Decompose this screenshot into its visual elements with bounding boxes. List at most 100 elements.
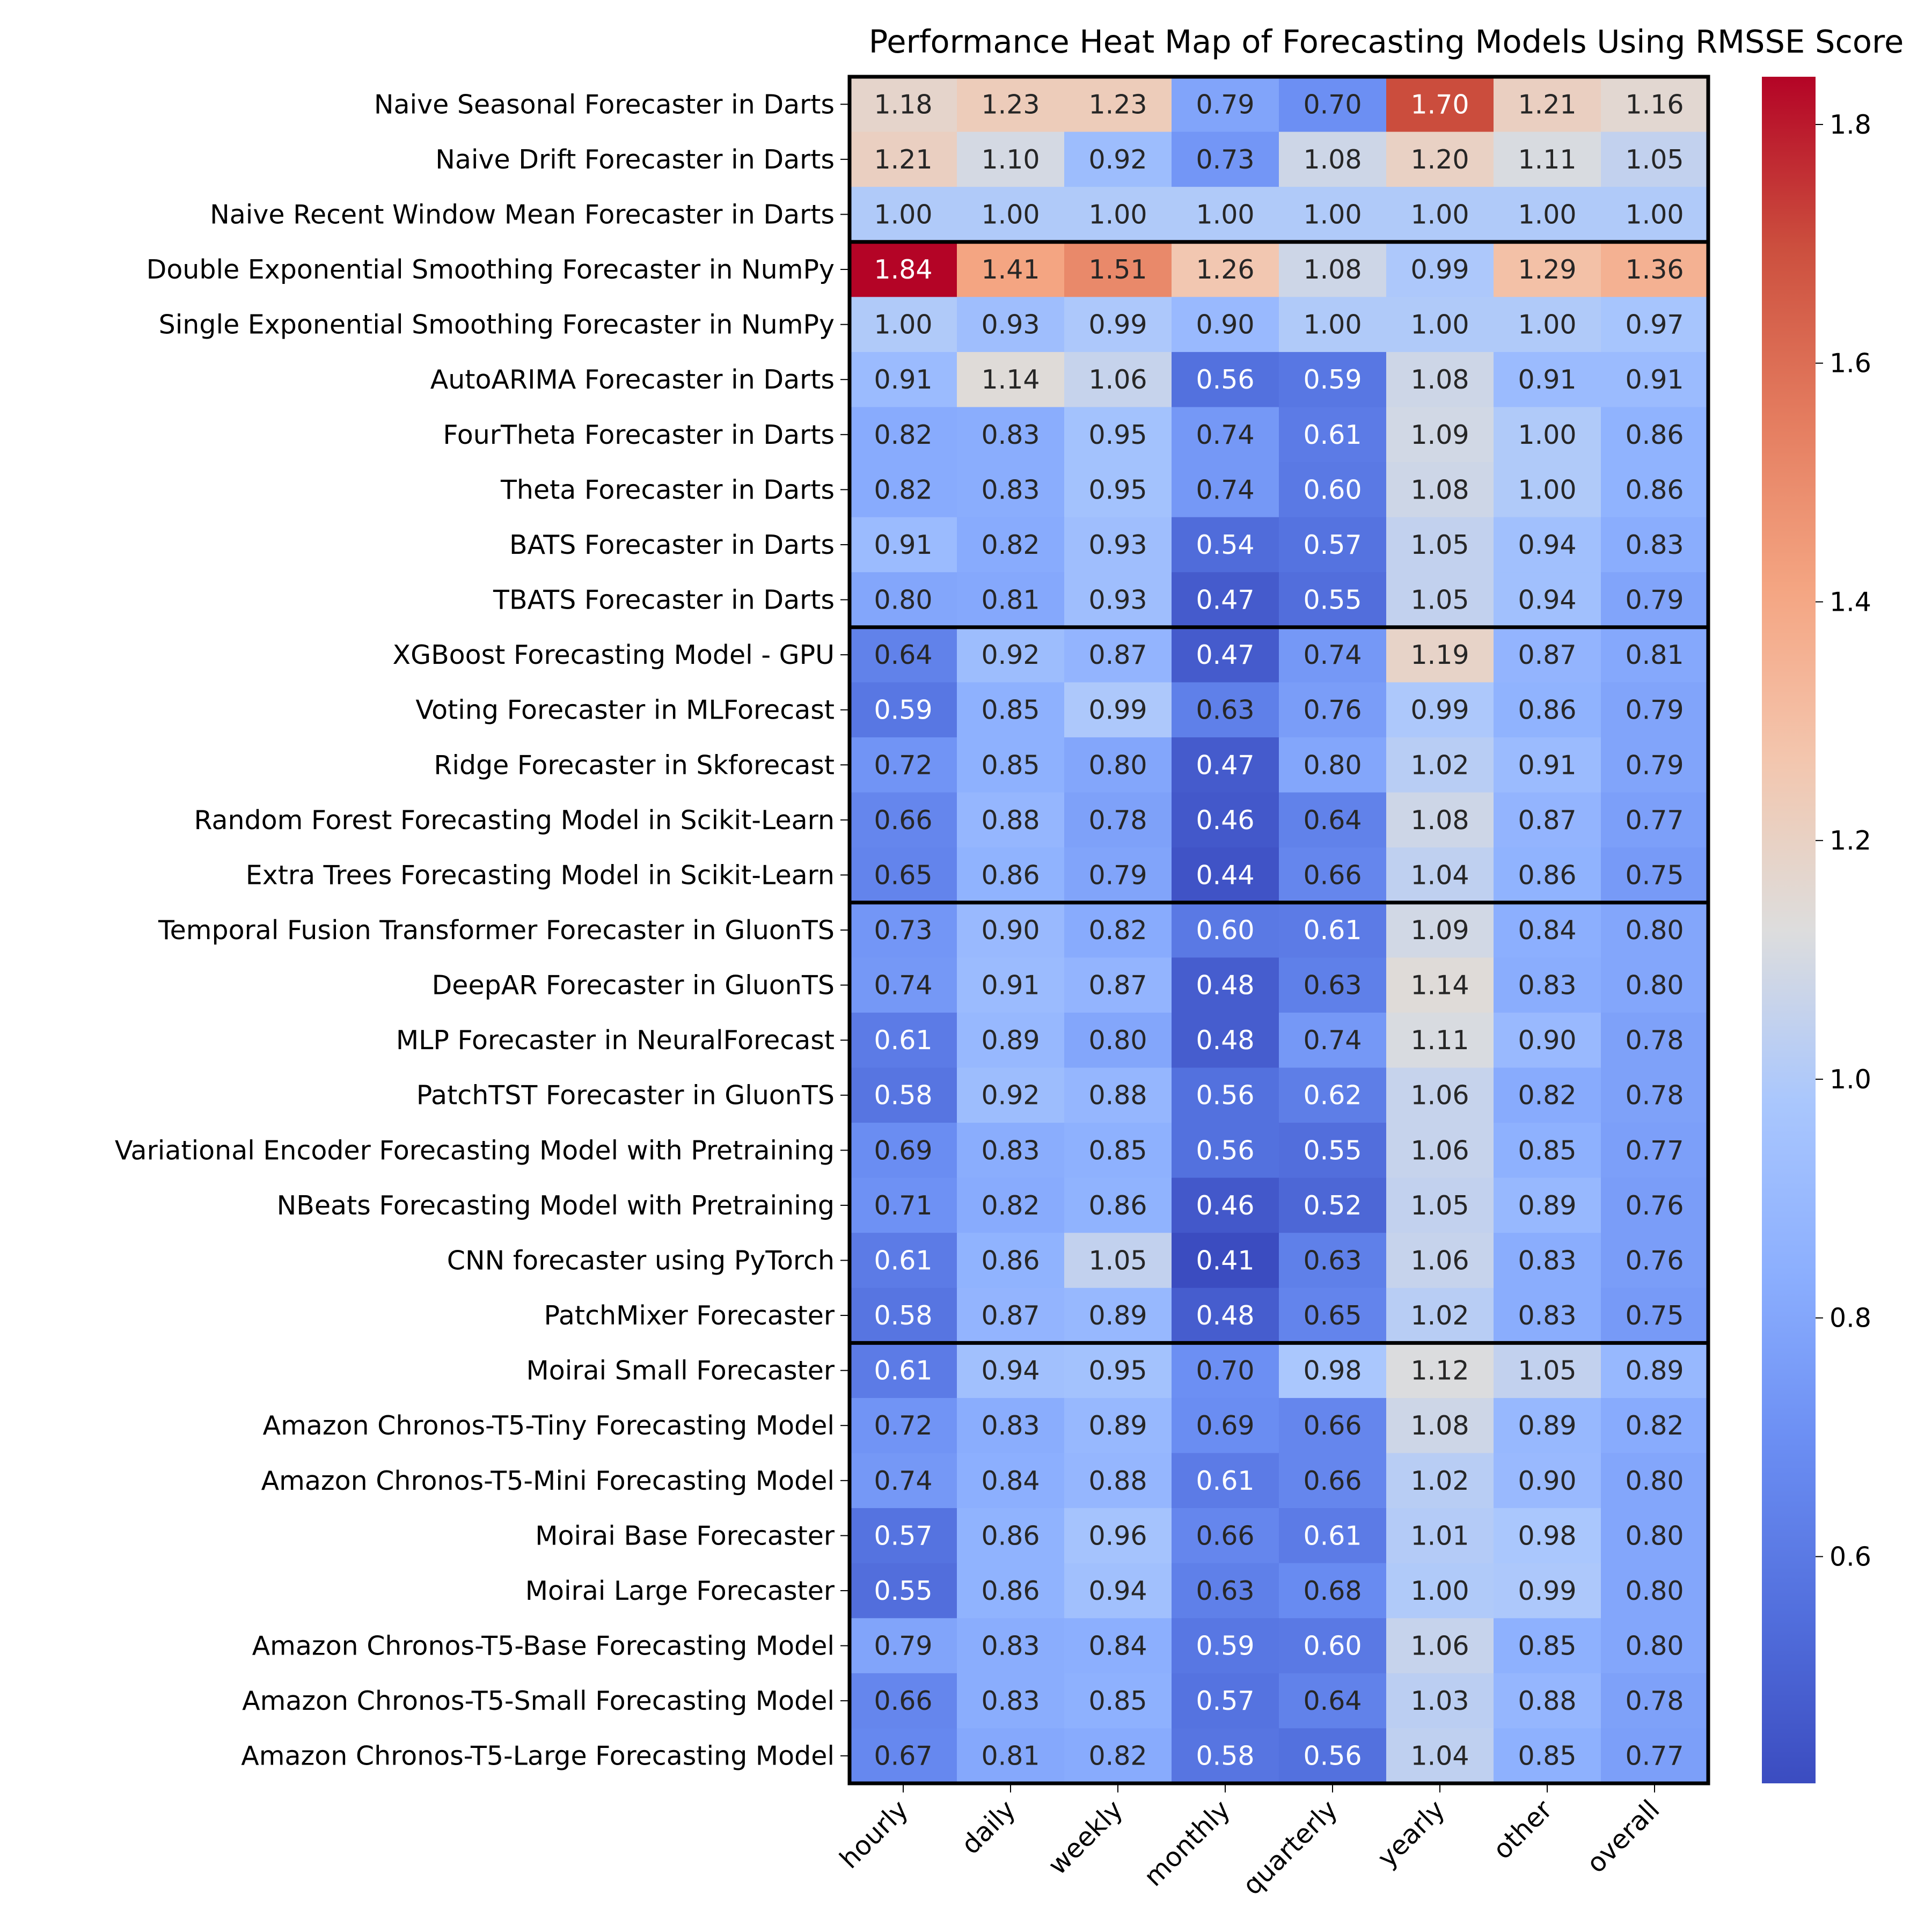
cell-value-label: 0.92 bbox=[981, 640, 1040, 670]
cell-value-label: 0.83 bbox=[1518, 1300, 1576, 1331]
cell-value-label: 0.90 bbox=[1196, 310, 1254, 340]
cell-value-label: 0.88 bbox=[1088, 1466, 1147, 1496]
cell-value-label: 0.74 bbox=[874, 1466, 932, 1496]
heatmap-cell bbox=[1172, 1728, 1279, 1784]
row-label: Extra Trees Forecasting Model in Scikit-… bbox=[246, 860, 835, 890]
cell-value-label: 1.14 bbox=[1410, 970, 1469, 1001]
heatmap-cell bbox=[1386, 1287, 1494, 1343]
heatmap-cell bbox=[1064, 1728, 1172, 1784]
cell-value-label: 0.84 bbox=[1088, 1631, 1147, 1662]
cell-value-label: 0.80 bbox=[1625, 1631, 1684, 1662]
heatmap-cell bbox=[957, 407, 1065, 463]
cell-value-label: 1.00 bbox=[1196, 199, 1254, 230]
cell-value-label: 0.60 bbox=[1196, 915, 1254, 946]
row-label: MLP Forecaster in NeuralForecast bbox=[396, 1025, 835, 1056]
cell-value-label: 0.97 bbox=[1625, 310, 1684, 340]
cell-value-label: 0.99 bbox=[1088, 695, 1147, 726]
cell-value-label: 0.83 bbox=[981, 1631, 1040, 1662]
cell-value-label: 0.84 bbox=[1518, 915, 1576, 946]
heatmap-cell bbox=[1386, 737, 1494, 793]
cell-value-label: 1.00 bbox=[1625, 199, 1684, 230]
heatmap-cell bbox=[1601, 627, 1709, 683]
cell-value-label: 0.75 bbox=[1625, 1300, 1684, 1331]
cell-value-label: 0.82 bbox=[1625, 1410, 1684, 1441]
heatmap-cell-labels: 1.18 1.23 1.23 0.79 0.70 1.70 1.21 1.16 1.21 1.10… bbox=[874, 89, 1684, 1771]
cell-value-label: 0.56 bbox=[1303, 1741, 1362, 1772]
heatmap-cell bbox=[1601, 1508, 1709, 1564]
heatmap-cell bbox=[957, 1728, 1065, 1784]
cell-value-label: 0.90 bbox=[1518, 1025, 1576, 1056]
cell-value-label: 0.80 bbox=[1625, 915, 1684, 946]
row-label: NBeats Forecasting Model with Pretrainin… bbox=[277, 1190, 835, 1221]
heatmap-cell bbox=[1172, 1563, 1279, 1619]
cell-value-label: 0.95 bbox=[1088, 1356, 1147, 1386]
heatmap-cell bbox=[850, 1012, 957, 1068]
row-label: Random Forest Forecasting Model in Sciki… bbox=[194, 805, 835, 836]
heatmap-cell bbox=[1064, 131, 1172, 187]
heatmap-cell bbox=[1386, 517, 1494, 573]
cell-value-label: 0.96 bbox=[1088, 1520, 1147, 1551]
cell-value-label: 0.48 bbox=[1196, 1025, 1254, 1056]
column-label: overall bbox=[1580, 1794, 1665, 1879]
heatmap-cell bbox=[1386, 241, 1494, 297]
cell-value-label: 0.65 bbox=[1303, 1300, 1362, 1331]
colorbar-tick-label: 1.2 bbox=[1829, 825, 1871, 856]
cell-value-label: 0.81 bbox=[981, 1741, 1040, 1772]
heatmap-cell bbox=[1172, 1177, 1279, 1233]
cell-value-label: 1.00 bbox=[981, 199, 1040, 230]
heatmap-cell bbox=[1494, 1673, 1601, 1729]
cell-value-label: 1.14 bbox=[981, 364, 1040, 395]
heatmap-cell bbox=[1172, 1233, 1279, 1289]
cell-value-label: 0.79 bbox=[874, 1631, 932, 1662]
heatmap-cell bbox=[1386, 957, 1494, 1013]
cell-value-label: 1.70 bbox=[1410, 89, 1469, 120]
row-label: Amazon Chronos-T5-Mini Forecasting Model bbox=[261, 1466, 835, 1496]
cell-value-label: 0.79 bbox=[1088, 860, 1147, 890]
cell-value-label: 1.11 bbox=[1518, 144, 1576, 175]
heatmap-cell bbox=[1386, 1563, 1494, 1619]
heatmap-cell bbox=[1601, 131, 1709, 187]
cell-value-label: 0.86 bbox=[1625, 474, 1684, 505]
heatmap-cell bbox=[1386, 1343, 1494, 1399]
cell-value-label: 1.26 bbox=[1196, 254, 1254, 285]
heatmap-cell bbox=[1279, 1012, 1387, 1068]
row-label: BATS Forecaster in Darts bbox=[509, 530, 835, 560]
cell-value-label: 0.89 bbox=[1088, 1410, 1147, 1441]
cell-value-label: 0.56 bbox=[1196, 1135, 1254, 1166]
heatmap-cell bbox=[850, 1343, 957, 1399]
heatmap-cell bbox=[850, 1563, 957, 1619]
cell-value-label: 0.62 bbox=[1303, 1080, 1362, 1111]
cell-value-label: 0.85 bbox=[1088, 1135, 1147, 1166]
cell-value-label: 0.85 bbox=[1518, 1741, 1576, 1772]
cell-value-label: 0.91 bbox=[874, 364, 932, 395]
heatmap-cell bbox=[957, 77, 1065, 133]
heatmap-cell bbox=[850, 407, 957, 463]
heatmap-cell bbox=[1386, 1123, 1494, 1179]
cell-value-label: 1.29 bbox=[1518, 254, 1576, 285]
heatmap-cell bbox=[957, 792, 1065, 848]
heatmap-cell bbox=[1494, 682, 1601, 738]
cell-value-label: 1.16 bbox=[1625, 89, 1684, 120]
cell-value-label: 0.64 bbox=[874, 640, 932, 670]
cell-value-label: 1.05 bbox=[1410, 585, 1469, 616]
heatmap-cell bbox=[1386, 847, 1494, 903]
cell-value-label: 1.20 bbox=[1410, 144, 1469, 175]
column-label: other bbox=[1487, 1794, 1558, 1865]
heatmap-cell bbox=[1172, 572, 1279, 628]
cell-value-label: 0.61 bbox=[874, 1245, 932, 1276]
heatmap-cell bbox=[850, 627, 957, 683]
heatmap-cell bbox=[1172, 241, 1279, 297]
cell-value-label: 0.80 bbox=[1625, 1576, 1684, 1606]
heatmap-cell bbox=[1172, 902, 1279, 958]
heatmap-cell bbox=[957, 352, 1065, 407]
cell-value-label: 0.74 bbox=[1303, 640, 1362, 670]
cell-value-label: 0.75 bbox=[1625, 860, 1684, 890]
cell-value-label: 0.80 bbox=[1625, 970, 1684, 1001]
heatmap-cell bbox=[1064, 1123, 1172, 1179]
colorbar-tick-label: 0.6 bbox=[1829, 1541, 1871, 1572]
cell-value-label: 0.84 bbox=[981, 1466, 1040, 1496]
row-label: Moirai Base Forecaster bbox=[535, 1520, 835, 1551]
cell-value-label: 0.77 bbox=[1625, 805, 1684, 836]
heatmap-cell bbox=[1279, 792, 1387, 848]
cell-value-label: 1.09 bbox=[1410, 420, 1469, 450]
